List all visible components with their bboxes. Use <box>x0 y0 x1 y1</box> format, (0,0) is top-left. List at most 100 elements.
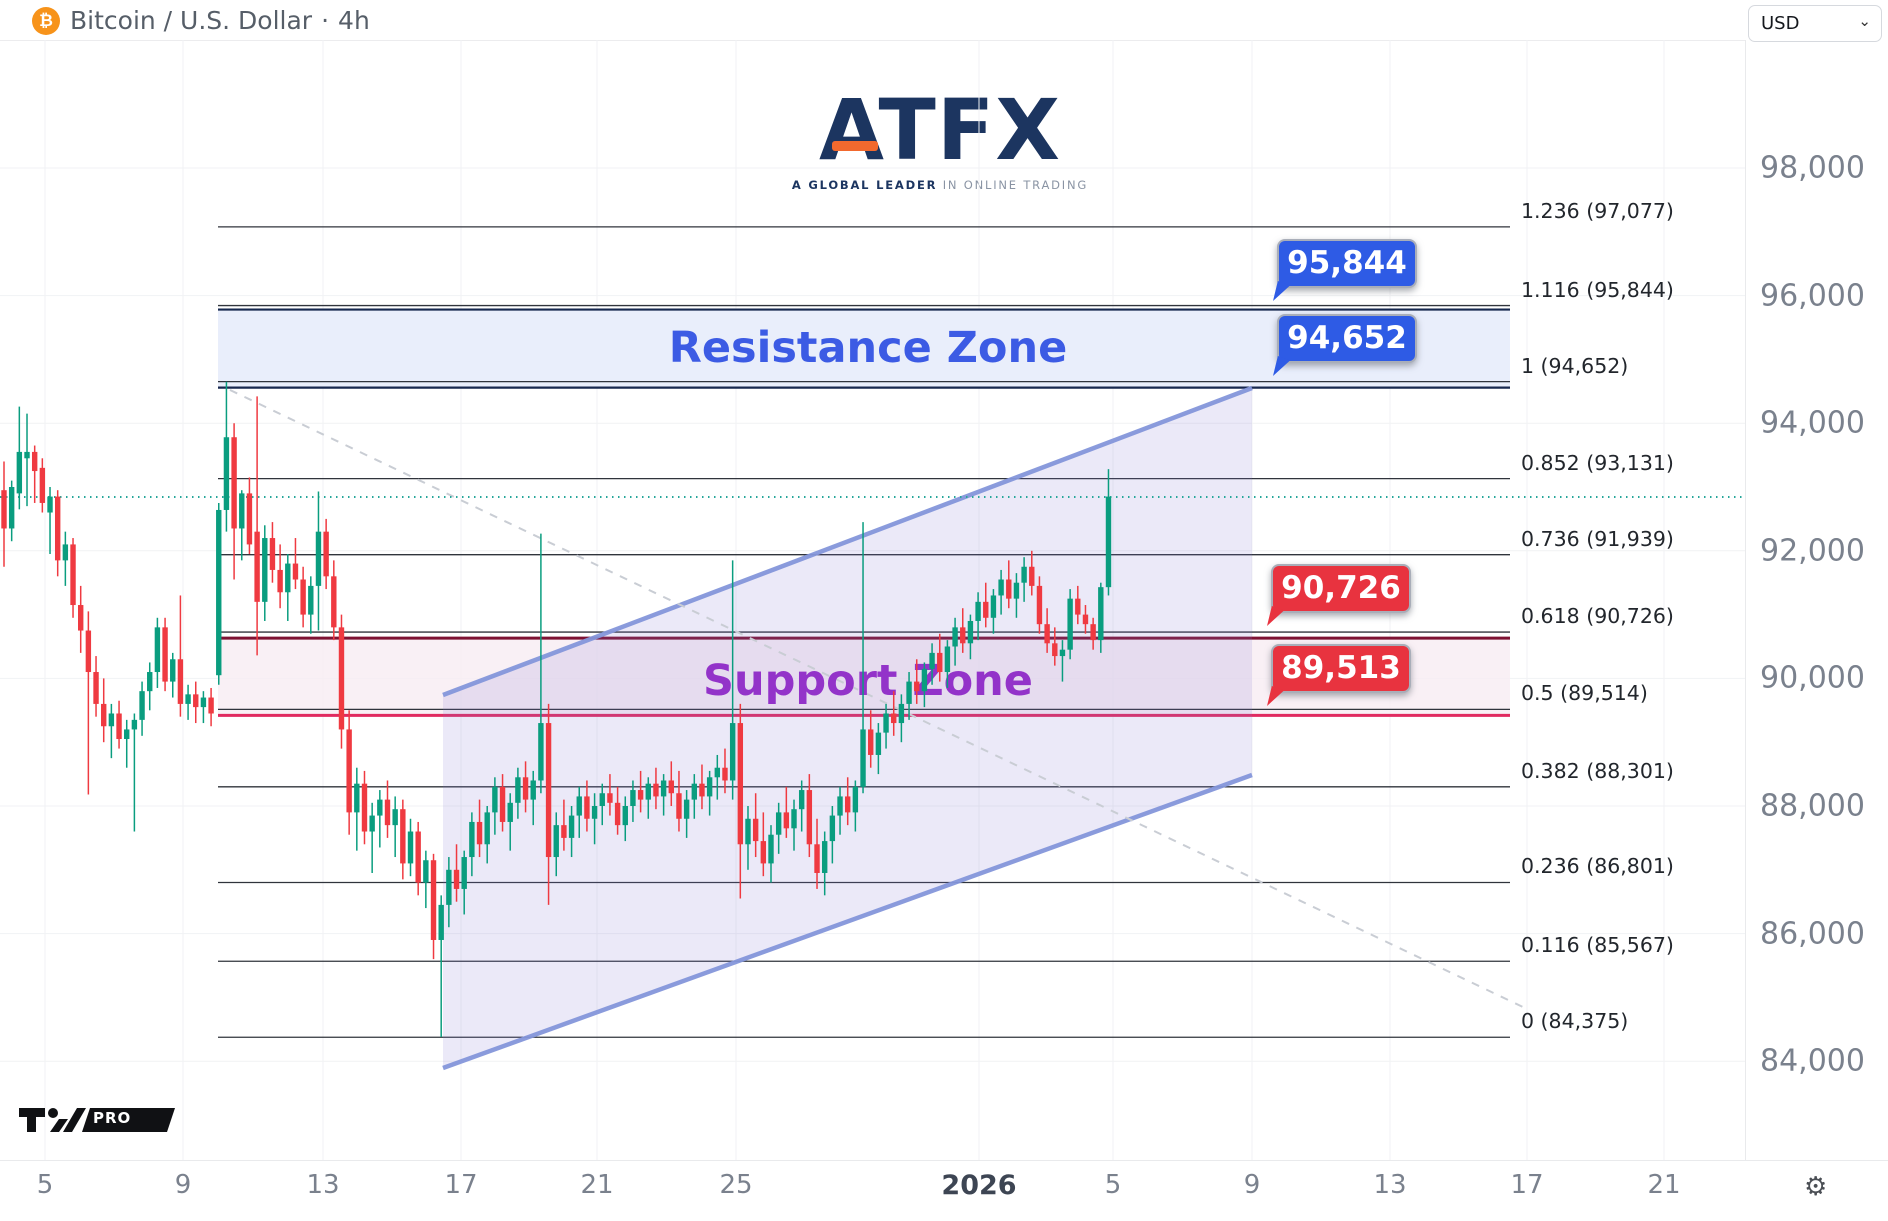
candle-body <box>507 802 513 822</box>
currency-selector[interactable]: USD ⌄ <box>1748 5 1882 42</box>
price-axis-label: 98,000 <box>1760 150 1865 186</box>
fib-level-label: 1.236 (97,077) <box>1521 198 1674 223</box>
trend-channel-upper-line[interactable] <box>442 385 1253 698</box>
candle-body <box>499 786 506 822</box>
candle-body <box>223 437 230 510</box>
candle-body <box>1021 566 1027 583</box>
candle-body <box>607 793 613 803</box>
candle-body <box>553 825 559 858</box>
candle-body <box>31 451 38 472</box>
symbol-name: Bitcoin / U.S. Dollar <box>70 6 313 35</box>
candle-body <box>860 729 866 787</box>
candle-body <box>538 723 544 781</box>
candle-body <box>231 437 237 529</box>
chevron-down-icon: ⌄ <box>1858 12 1871 30</box>
candle-body <box>737 723 744 845</box>
candle-body <box>200 697 207 708</box>
callout-text: 90,726 <box>1281 570 1401 606</box>
candle-body <box>246 493 253 545</box>
candle-body <box>914 681 920 692</box>
fib-level-label: 0.236 (86,801) <box>1521 854 1674 879</box>
candle-body <box>16 451 23 494</box>
candle-body <box>875 732 882 755</box>
candle-body <box>1105 496 1112 588</box>
candle-body <box>70 544 76 606</box>
candle-body <box>752 818 759 842</box>
interval-label: 4h <box>338 6 370 35</box>
candle-body <box>868 729 874 755</box>
candle-body <box>369 815 375 832</box>
candle-body <box>216 509 222 676</box>
candle-body <box>990 595 997 618</box>
candle-body <box>354 783 360 813</box>
fib-level-label: 0.382 (88,301) <box>1521 758 1674 783</box>
candle-body <box>568 815 575 838</box>
time-axis-label: 17 <box>444 1170 478 1200</box>
candle-body <box>599 793 605 806</box>
candle-body <box>530 780 536 800</box>
fib-level-label: 1.116 (95,844) <box>1521 277 1674 302</box>
candle-body <box>170 659 176 682</box>
time-axis-label: 5 <box>1104 1170 1122 1200</box>
candle-body <box>1029 566 1035 586</box>
candle-body <box>637 790 644 800</box>
pro-badge: PRO <box>93 1109 132 1127</box>
currency-value: USD <box>1761 13 1800 34</box>
price-callout-90726[interactable]: 90,726 <box>1267 564 1411 626</box>
trend-channel-fill[interactable] <box>443 388 1252 1068</box>
candle-body <box>8 487 15 529</box>
tradingview-logo[interactable]: PRO <box>17 1105 197 1135</box>
support-zone-label[interactable]: Support Zone <box>703 656 1033 706</box>
price-axis-label: 94,000 <box>1760 405 1865 441</box>
candle-body <box>331 576 337 628</box>
candle-body <box>891 713 897 724</box>
candle-body <box>584 796 590 819</box>
candle-body <box>323 531 329 577</box>
price-axis-label: 92,000 <box>1760 533 1865 569</box>
candle-body <box>308 585 314 615</box>
symbol-title[interactable]: Bitcoin / U.S. Dollar · 4h <box>70 6 370 35</box>
candle-body <box>821 841 828 873</box>
fib-level-label: 0.618 (90,726) <box>1521 604 1674 629</box>
price-callout-94652[interactable]: 94,652 <box>1273 314 1417 376</box>
price-callout-95844[interactable]: 95,844 <box>1273 239 1417 301</box>
bitcoin-icon: ₿ <box>32 7 60 35</box>
candle-body <box>814 844 820 873</box>
candle-body <box>783 812 790 829</box>
candle-body <box>54 496 61 561</box>
candle-body <box>837 796 843 816</box>
candle-body <box>722 767 728 781</box>
candle-body <box>400 809 406 864</box>
price-callout-89513[interactable]: 89,513 <box>1267 644 1411 706</box>
candle-body <box>453 869 460 889</box>
candle-body <box>131 719 138 730</box>
candle-body <box>1082 614 1089 625</box>
fib-level-label: 1 (94,652) <box>1521 353 1629 378</box>
candle-body <box>384 799 391 826</box>
candle-body <box>614 802 621 826</box>
candle-body <box>706 777 713 797</box>
atfx-logo-orange-bar <box>832 141 878 151</box>
atfx-logo-text: ATFX <box>819 81 1061 179</box>
trend-channel-lower-line[interactable] <box>442 772 1253 1071</box>
callout-text: 89,513 <box>1281 650 1401 686</box>
candle-body <box>591 806 598 819</box>
candle-body <box>691 783 697 800</box>
y-axis-divider <box>1745 40 1746 1160</box>
resistance-zone-label[interactable]: Resistance Zone <box>669 323 1068 373</box>
price-axis-label: 88,000 <box>1760 788 1865 824</box>
candle-body <box>921 668 928 692</box>
candle-body <box>101 703 107 727</box>
candle-body <box>193 694 199 708</box>
candle-body <box>852 786 859 813</box>
candle-body <box>998 579 1004 596</box>
candle-body <box>154 627 161 673</box>
gear-icon[interactable]: ⚙ <box>1804 1172 1828 1202</box>
candle-body <box>24 451 30 459</box>
candle-body <box>185 694 191 704</box>
candle-body <box>338 627 345 730</box>
time-axis-label: 17 <box>1510 1170 1544 1200</box>
candle-body <box>883 713 889 733</box>
candle-body <box>745 818 751 845</box>
